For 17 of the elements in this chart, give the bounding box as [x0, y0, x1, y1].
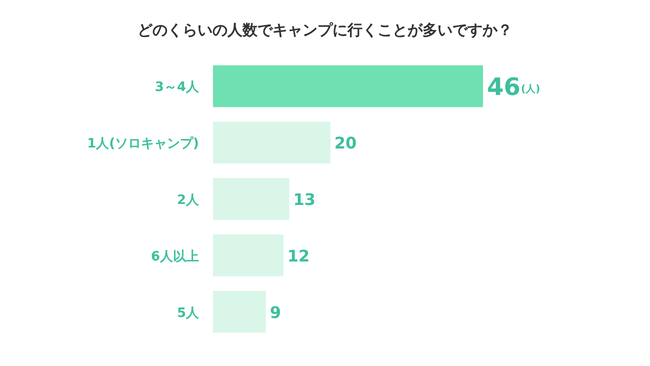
y-tick-label: 5人 [176, 306, 200, 321]
data-label: 13 [293, 190, 316, 209]
data-label: 46 [487, 73, 520, 102]
bar [213, 178, 290, 220]
bar [213, 65, 483, 108]
y-tick-label: 2人 [176, 193, 200, 208]
data-label: 12 [287, 246, 310, 266]
bar [213, 122, 330, 164]
text: (人) [521, 83, 540, 96]
bar [213, 290, 266, 333]
y-tick-label: 1人(ソロキャンプ) [87, 136, 199, 152]
chart-title: どのくらいの人数でキャンプに行くことが多いですか？ [138, 21, 512, 39]
data-label: 9 [270, 302, 281, 322]
bar [213, 234, 284, 276]
data-label: 20 [334, 134, 357, 153]
y-tick-label: 3～4人 [154, 80, 200, 96]
y-tick-label: 6人以上 [150, 249, 199, 264]
